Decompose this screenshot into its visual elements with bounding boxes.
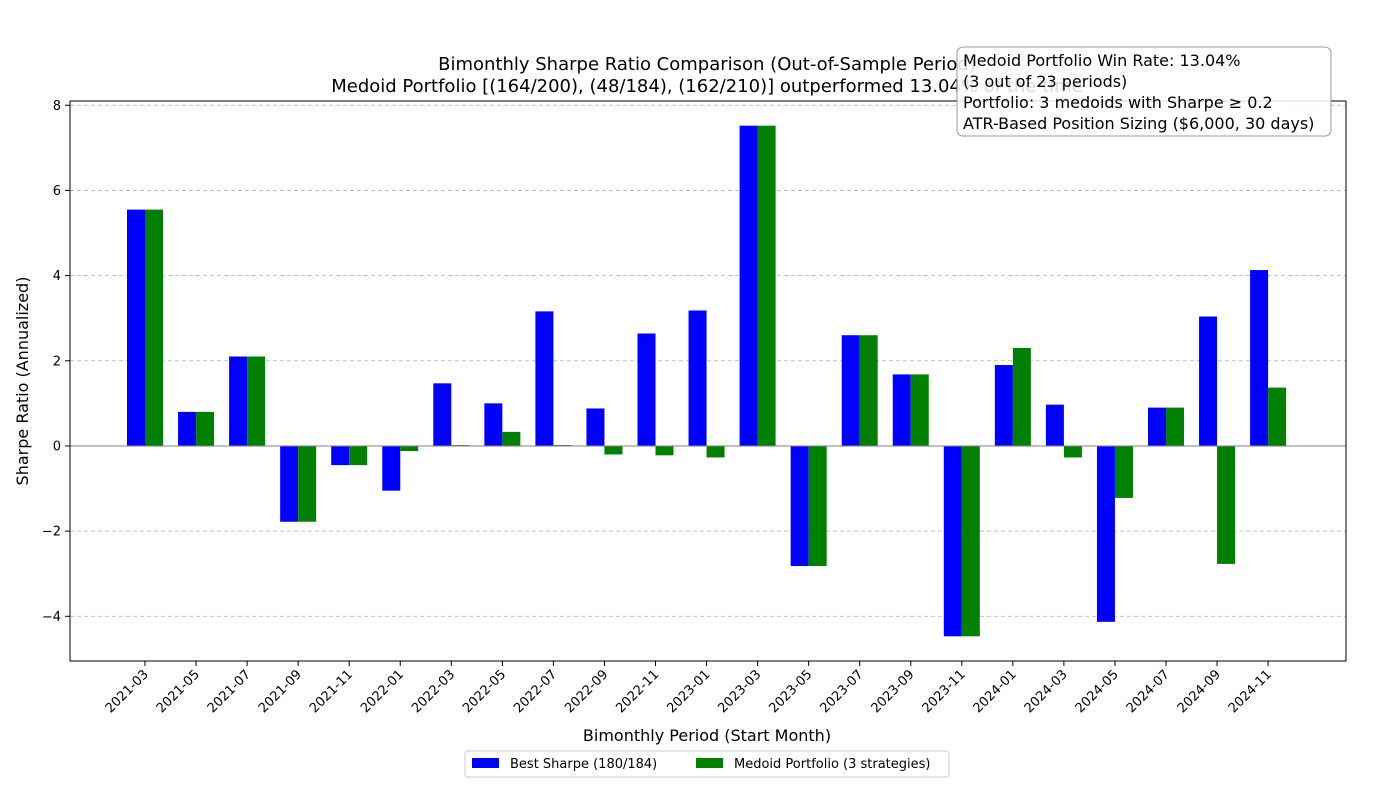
annotation-line-1: Medoid Portfolio Win Rate: 13.04% [963,51,1241,70]
bar-best-sharpe-2022-01 [382,445,401,491]
x-tick-label: 2024-09 [1175,667,1224,716]
bar-medoid-portfolio-2021-07 [247,356,266,446]
legend: Best Sharpe (180/184) Medoid Portfolio (… [464,750,950,778]
bar-medoid-portfolio-2024-05 [1114,445,1133,498]
plot-frame [69,100,1347,662]
chart-title-line-2: Medoid Portfolio [(164/200), (48/184), (… [331,76,1083,97]
x-tick-label: 2024-07 [1124,667,1173,716]
bar-medoid-portfolio-2021-09 [298,445,317,522]
x-tick-label: 2023-07 [818,667,867,716]
bar-best-sharpe-2023-01 [688,310,707,446]
x-tick-label: 2023-09 [869,667,918,716]
bar-best-sharpe-2021-03 [127,209,145,446]
bar-medoid-portfolio-2024-11 [1268,387,1287,446]
bar-best-sharpe-2022-07 [535,311,554,446]
bar-best-sharpe-2021-05 [178,411,197,446]
bar-medoid-portfolio-2022-01 [400,445,419,452]
x-tick-label: 2024-01 [971,667,1020,716]
bar-medoid-portfolio-2022-11 [655,445,674,456]
bar-best-sharpe-2024-05 [1096,445,1115,622]
y-tick-label: 0 [53,439,61,454]
y-tick-label: −2 [42,525,61,540]
x-axis-label: Bimonthly Period (Start Month) [583,726,831,745]
x-tick-label: 2021-09 [256,667,305,716]
x-tick-label: 2021-11 [307,667,356,716]
x-tick-label: 2024-05 [1073,667,1122,716]
x-tick-label: 2022-05 [460,667,509,716]
bar-best-sharpe-2022-05 [484,403,503,446]
x-tick-label: 2021-07 [205,667,254,716]
x-tick-label: 2023-03 [715,667,764,716]
x-tick-label: 2024-11 [1226,667,1275,716]
bars-layer [127,125,1287,637]
y-tick-label: 8 [53,99,61,114]
annotation-frame [956,46,1332,137]
bar-best-sharpe-2021-09 [280,445,299,522]
x-tick-label: 2023-01 [664,667,713,716]
bar-best-sharpe-2021-11 [331,445,350,466]
bar-medoid-portfolio-2023-07 [859,335,878,446]
x-tick-label: 2024-03 [1022,667,1071,716]
bar-best-sharpe-2024-01 [994,365,1013,446]
bar-best-sharpe-2023-07 [841,335,860,446]
bar-medoid-portfolio-2021-11 [349,445,368,466]
bar-medoid-portfolio-2021-03 [145,209,163,446]
y-tick-label: 6 [53,184,61,199]
bar-best-sharpe-2021-07 [229,356,248,446]
bar-medoid-portfolio-2023-09 [910,374,929,446]
bar-best-sharpe-2024-03 [1045,404,1064,446]
y-tick-label: 2 [53,354,61,369]
bar-medoid-portfolio-2024-03 [1063,445,1082,458]
legend-swatch-best-sharpe [472,758,499,768]
x-tick-label: 2022-11 [613,667,662,716]
chart-title-line-1: Bimonthly Sharpe Ratio Comparison (Out-o… [438,54,976,75]
annotation-line-4: ATR-Based Position Sizing ($6,000, 30 da… [963,114,1314,133]
bar-medoid-portfolio-2024-07 [1166,407,1184,446]
bar-best-sharpe-2023-05 [790,445,809,567]
bar-medoid-portfolio-2023-05 [808,445,827,567]
x-tick-label: 2021-05 [154,667,203,716]
bar-medoid-portfolio-2023-11 [961,445,980,637]
bar-best-sharpe-2023-11 [943,445,962,637]
win-rate-annotation: Medoid Portfolio Win Rate: 13.04% (3 out… [956,46,1332,137]
bar-best-sharpe-2023-03 [739,125,758,446]
x-tick-label: 2021-03 [103,667,152,716]
bar-medoid-portfolio-2021-05 [196,411,215,446]
x-tick-label: 2022-07 [511,667,560,716]
y-tick-label: 4 [53,269,61,284]
bar-best-sharpe-2022-03 [433,383,452,446]
bar-best-sharpe-2023-09 [892,374,911,446]
bar-medoid-portfolio-2024-09 [1217,445,1236,564]
bar-best-sharpe-2022-09 [586,408,605,446]
bar-best-sharpe-2022-11 [637,333,656,446]
bar-best-sharpe-2024-07 [1148,407,1166,446]
x-tick-label: 2023-11 [920,667,969,716]
bar-medoid-portfolio-2022-09 [604,445,623,455]
legend-label-medoid-portfolio: Medoid Portfolio (3 strategies) [734,757,931,772]
legend-label-best-sharpe: Best Sharpe (180/184) [510,757,657,772]
annotation-line-2: (3 out of 23 periods) [963,72,1127,91]
x-tick-label: 2023-05 [766,667,815,716]
bar-medoid-portfolio-2024-01 [1012,347,1031,446]
y-tick-label: −4 [42,610,61,625]
legend-swatch-medoid-portfolio [696,758,723,768]
x-tick-label: 2022-01 [358,667,407,716]
bar-best-sharpe-2024-09 [1199,316,1218,446]
bar-medoid-portfolio-2022-05 [502,431,521,446]
bar-medoid-portfolio-2023-01 [706,445,725,458]
bar-medoid-portfolio-2023-03 [757,125,776,446]
x-tick-label: 2022-03 [409,667,458,716]
x-tick-label: 2022-09 [562,667,611,716]
bar-best-sharpe-2024-11 [1250,270,1269,446]
annotation-line-3: Portfolio: 3 medoids with Sharpe ≥ 0.2 [963,93,1273,112]
y-axis-label: Sharpe Ratio (Annualized) [13,277,32,486]
